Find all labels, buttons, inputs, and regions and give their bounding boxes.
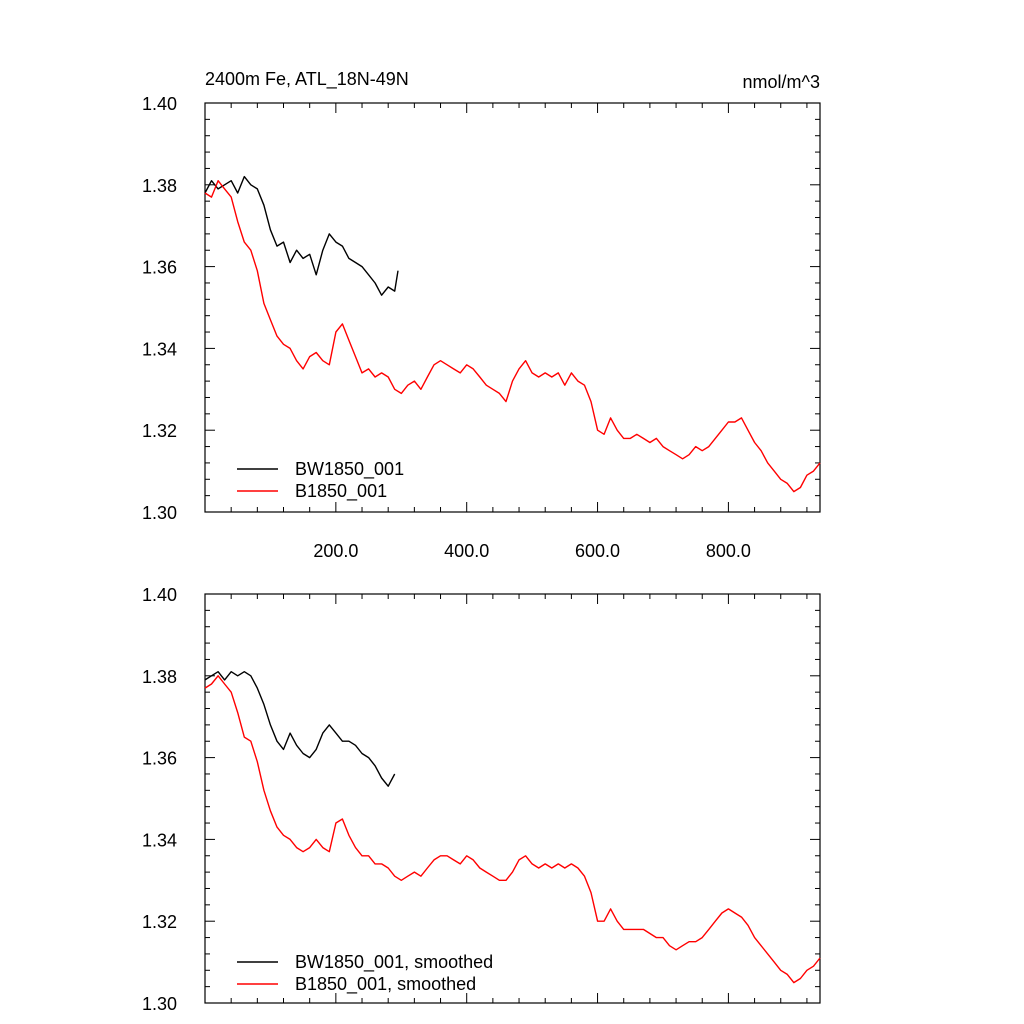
legend-label-2: B1850_001, smoothed [295, 974, 476, 995]
y-tick-label: 1.32 [142, 912, 177, 932]
y-tick-label: 1.34 [142, 830, 177, 850]
y-tick-label: 1.32 [142, 421, 177, 441]
top-plot-area: 1.30 1.32 1.34 1.36 1.38 1.40 200.0 400.0 600.0 8… [142, 94, 821, 561]
y-tick-label: 1.40 [142, 94, 177, 114]
y-tick-label: 1.38 [142, 176, 177, 196]
y-tick-label: 1.30 [142, 994, 177, 1014]
y-tick-label: 1.38 [142, 667, 177, 687]
bottom-panel: 1.30 1.32 1.34 1.36 1.38 1.40 BW1850_001, smoo… [142, 585, 821, 1014]
top-panel: 2400m Fe, ATL_18N-49N nmol/m^3 1.301.321… [142, 69, 821, 561]
series-line-2 [204, 179, 821, 493]
x-tick-label: 200.0 [313, 541, 358, 561]
legend-label-1: BW1850_001, smoothed [295, 952, 493, 973]
y-tick-label: 1.36 [142, 258, 177, 278]
series-line-2 [204, 675, 821, 984]
series-line-1 [204, 175, 399, 296]
bottom-plot-area: 1.30 1.32 1.34 1.36 1.38 1.40 BW1850_001, smoo… [142, 585, 821, 1014]
y-tick-label: 1.30 [142, 503, 177, 523]
units-label: nmol/m^3 [743, 72, 820, 92]
plot-frame [204, 593, 821, 1004]
legend-label-2: B1850_001 [295, 481, 387, 502]
x-tick-label: 800.0 [706, 541, 751, 561]
panel-title: 2400m Fe, ATL_18N-49N [205, 69, 409, 90]
y-tick-label: 1.36 [142, 749, 177, 769]
x-tick-label: 400.0 [444, 541, 489, 561]
series-line-1 [204, 671, 396, 787]
legend-label-1: BW1850_001 [295, 459, 404, 480]
y-tick-label: 1.34 [142, 339, 177, 359]
y-tick-label: 1.40 [142, 585, 177, 605]
x-tick-label: 600.0 [575, 541, 620, 561]
plot-frame [204, 102, 821, 513]
